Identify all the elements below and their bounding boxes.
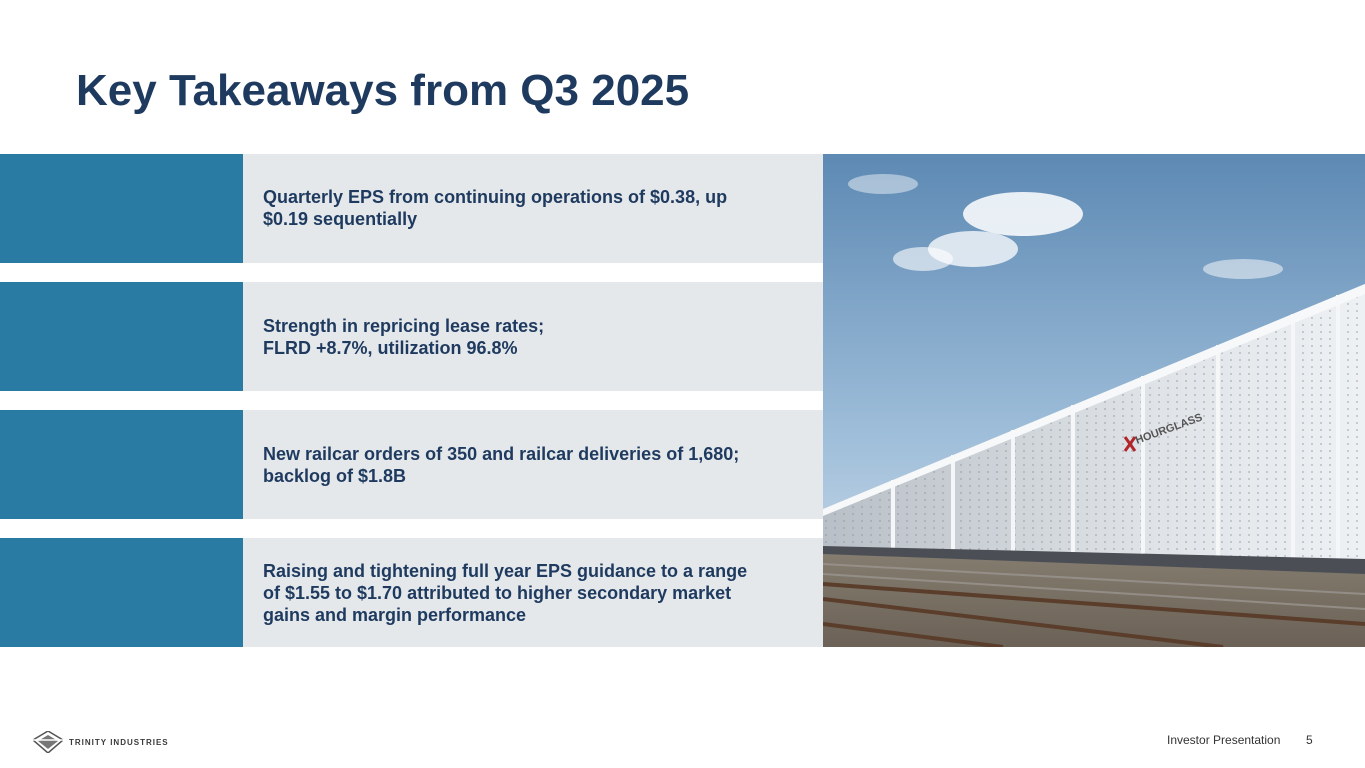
slide-title: Key Takeaways from Q3 2025 bbox=[76, 66, 690, 115]
takeaway-accent-bar bbox=[0, 410, 243, 519]
takeaway-text: Strength in repricing lease rates; FLRD … bbox=[263, 315, 545, 358]
takeaway-text: Quarterly EPS from continuing operations… bbox=[263, 187, 728, 229]
takeaway-panel: Raising and tightening full year EPS gui… bbox=[243, 538, 823, 647]
railcar-photo: HOURGLASS bbox=[823, 154, 1365, 647]
takeaway-card-eps: Quarterly EPS from continuing operations… bbox=[0, 154, 823, 263]
takeaway-text: Raising and tightening full year EPS gui… bbox=[263, 560, 748, 625]
company-logo: TRINITY INDUSTRIES bbox=[33, 731, 169, 753]
takeaway-card-lease: Strength in repricing lease rates; FLRD … bbox=[0, 282, 823, 391]
takeaway-text: New railcar orders of 350 and railcar de… bbox=[263, 443, 740, 486]
takeaway-accent-bar bbox=[0, 154, 243, 263]
takeaway-accent-bar bbox=[0, 282, 243, 391]
logo-text: TRINITY INDUSTRIES bbox=[69, 737, 169, 747]
footer-label: Investor Presentation bbox=[1167, 733, 1281, 747]
takeaway-panel: Strength in repricing lease rates; FLRD … bbox=[243, 282, 823, 391]
trinity-logo-icon bbox=[33, 731, 63, 753]
takeaway-panel: Quarterly EPS from continuing operations… bbox=[243, 154, 823, 263]
page-number: 5 bbox=[1306, 733, 1313, 747]
takeaway-panel: New railcar orders of 350 and railcar de… bbox=[243, 410, 823, 519]
takeaway-accent-bar bbox=[0, 538, 243, 647]
takeaway-card-guidance: Raising and tightening full year EPS gui… bbox=[0, 538, 823, 647]
takeaway-card-orders: New railcar orders of 350 and railcar de… bbox=[0, 410, 823, 519]
